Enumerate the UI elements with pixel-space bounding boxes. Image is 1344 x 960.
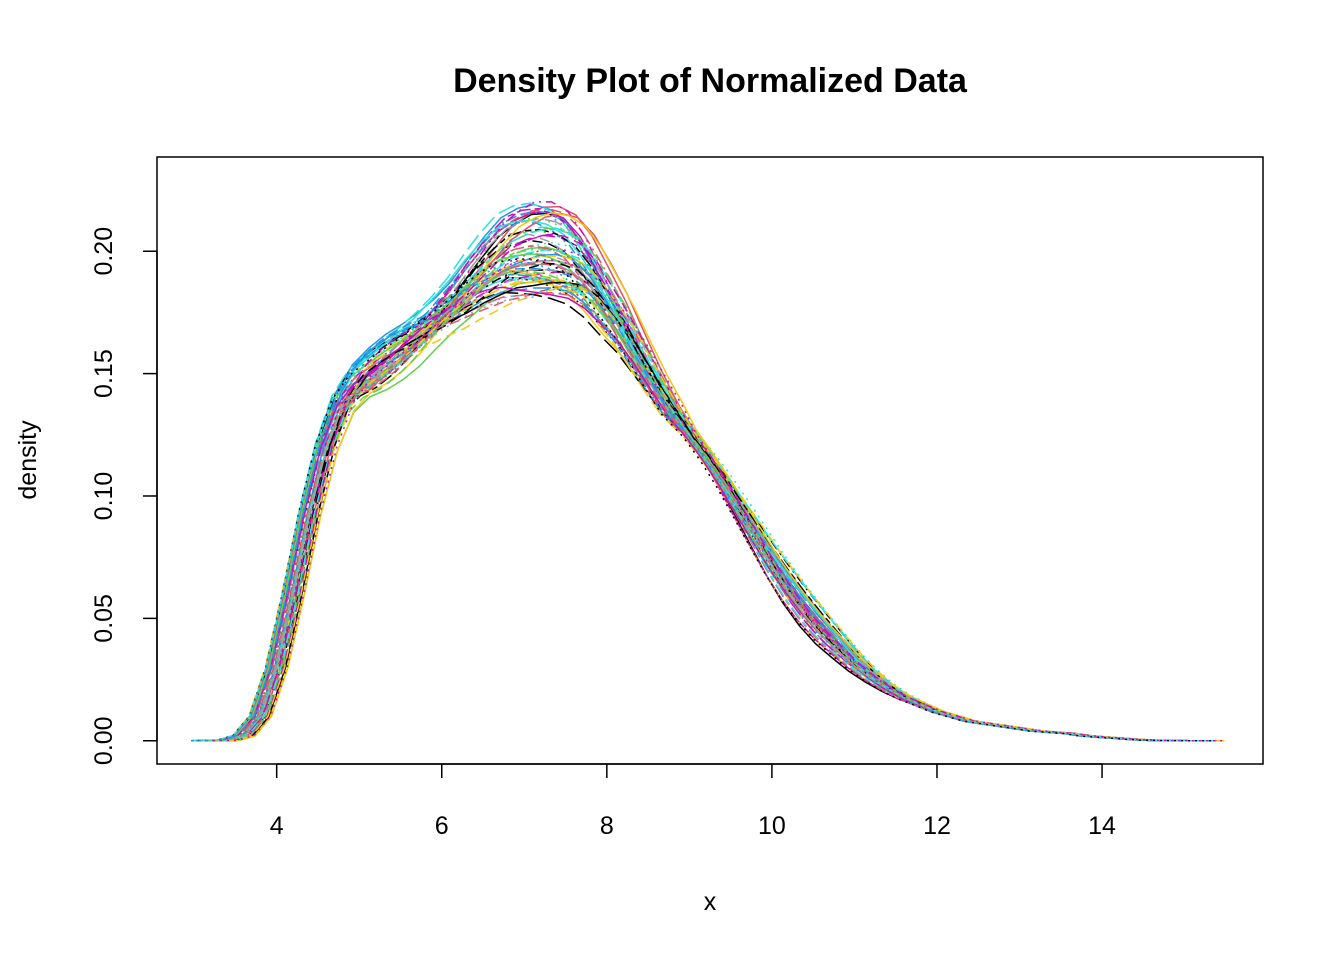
density-series-line xyxy=(200,217,1217,742)
density-series-line xyxy=(195,211,1214,742)
density-series-line xyxy=(207,246,1221,742)
density-series-line xyxy=(209,233,1222,742)
density-series-line xyxy=(199,262,1216,742)
density-series-line xyxy=(204,234,1219,742)
x-tick-label: 10 xyxy=(758,812,786,840)
density-series-line xyxy=(211,241,1223,742)
density-series-line xyxy=(198,276,1216,742)
y-axis-label: density xyxy=(14,420,42,500)
x-axis-label: x xyxy=(704,888,717,916)
density-series-line xyxy=(210,281,1223,742)
density-series-line xyxy=(198,229,1216,742)
density-series-line xyxy=(198,221,1215,742)
density-series-line xyxy=(203,286,1219,742)
density-series-line xyxy=(197,292,1215,742)
density-series-line xyxy=(196,268,1214,742)
y-tick-label: 0.20 xyxy=(90,227,118,276)
density-series-line xyxy=(191,274,1212,742)
density-series-line xyxy=(201,284,1218,742)
density-series-line xyxy=(195,203,1214,742)
density-series-line xyxy=(194,253,1213,742)
density-series-line xyxy=(201,217,1217,742)
chart-title: Density Plot of Normalized Data xyxy=(453,62,968,100)
density-series-line xyxy=(212,258,1224,742)
density-series-line xyxy=(201,268,1217,742)
density-series-line xyxy=(208,227,1222,742)
density-series-line xyxy=(192,219,1212,742)
x-axis: 4 6 8 10 12 14 xyxy=(270,763,1116,840)
density-series-line xyxy=(211,281,1224,742)
density-series-line xyxy=(199,277,1216,742)
density-series-line xyxy=(192,245,1212,742)
density-series-line xyxy=(197,210,1215,742)
density-series-line xyxy=(192,239,1212,742)
density-series-line xyxy=(196,201,1215,742)
density-series-line xyxy=(202,277,1218,742)
density-series-line xyxy=(209,263,1222,742)
density-series-line xyxy=(193,207,1213,742)
density-series-line xyxy=(206,262,1220,742)
density-series-line xyxy=(196,273,1214,742)
x-tick-label: 8 xyxy=(600,812,614,840)
density-series-line xyxy=(191,202,1212,742)
density-series-line xyxy=(200,253,1217,742)
density-series-line xyxy=(202,260,1218,742)
density-series-line xyxy=(192,232,1212,742)
density-series-line xyxy=(191,258,1212,742)
density-series-line xyxy=(206,248,1220,742)
density-series-line xyxy=(203,228,1218,742)
density-series-line xyxy=(210,254,1223,742)
x-tick-label: 12 xyxy=(923,812,951,840)
density-series-line xyxy=(195,291,1214,742)
series-layer xyxy=(190,201,1225,742)
x-tick-label: 14 xyxy=(1088,812,1116,840)
x-tick-label: 4 xyxy=(270,812,284,840)
density-series-line xyxy=(194,252,1214,742)
density-series-line xyxy=(213,280,1225,742)
density-series-line xyxy=(203,291,1219,742)
density-series-line xyxy=(207,269,1221,742)
density-series-line xyxy=(195,287,1214,742)
density-series-line xyxy=(191,262,1212,742)
density-series-line xyxy=(193,212,1212,742)
density-series-line xyxy=(196,286,1215,742)
x-tick-label: 6 xyxy=(435,812,449,840)
y-tick-label: 0.05 xyxy=(90,594,118,643)
density-series-line xyxy=(193,268,1213,742)
density-series-line xyxy=(202,226,1218,742)
density-series-line xyxy=(206,270,1221,742)
density-series-line xyxy=(205,278,1220,742)
density-series-line xyxy=(196,267,1214,742)
y-axis: 0.00 0.05 0.10 0.15 0.20 xyxy=(90,227,158,765)
density-series-line xyxy=(190,271,1211,742)
density-series-line xyxy=(206,249,1221,742)
density-series-line xyxy=(203,279,1219,742)
y-tick-label: 0.15 xyxy=(90,349,118,398)
density-series-line xyxy=(191,211,1212,742)
y-tick-label: 0.10 xyxy=(90,472,118,521)
density-series-line xyxy=(200,247,1217,742)
density-series-line xyxy=(193,269,1213,742)
density-series-line xyxy=(203,271,1219,742)
density-series-line xyxy=(207,286,1221,742)
y-tick-label: 0.00 xyxy=(90,716,118,765)
density-series-line xyxy=(201,228,1217,742)
density-series-line xyxy=(202,259,1218,742)
